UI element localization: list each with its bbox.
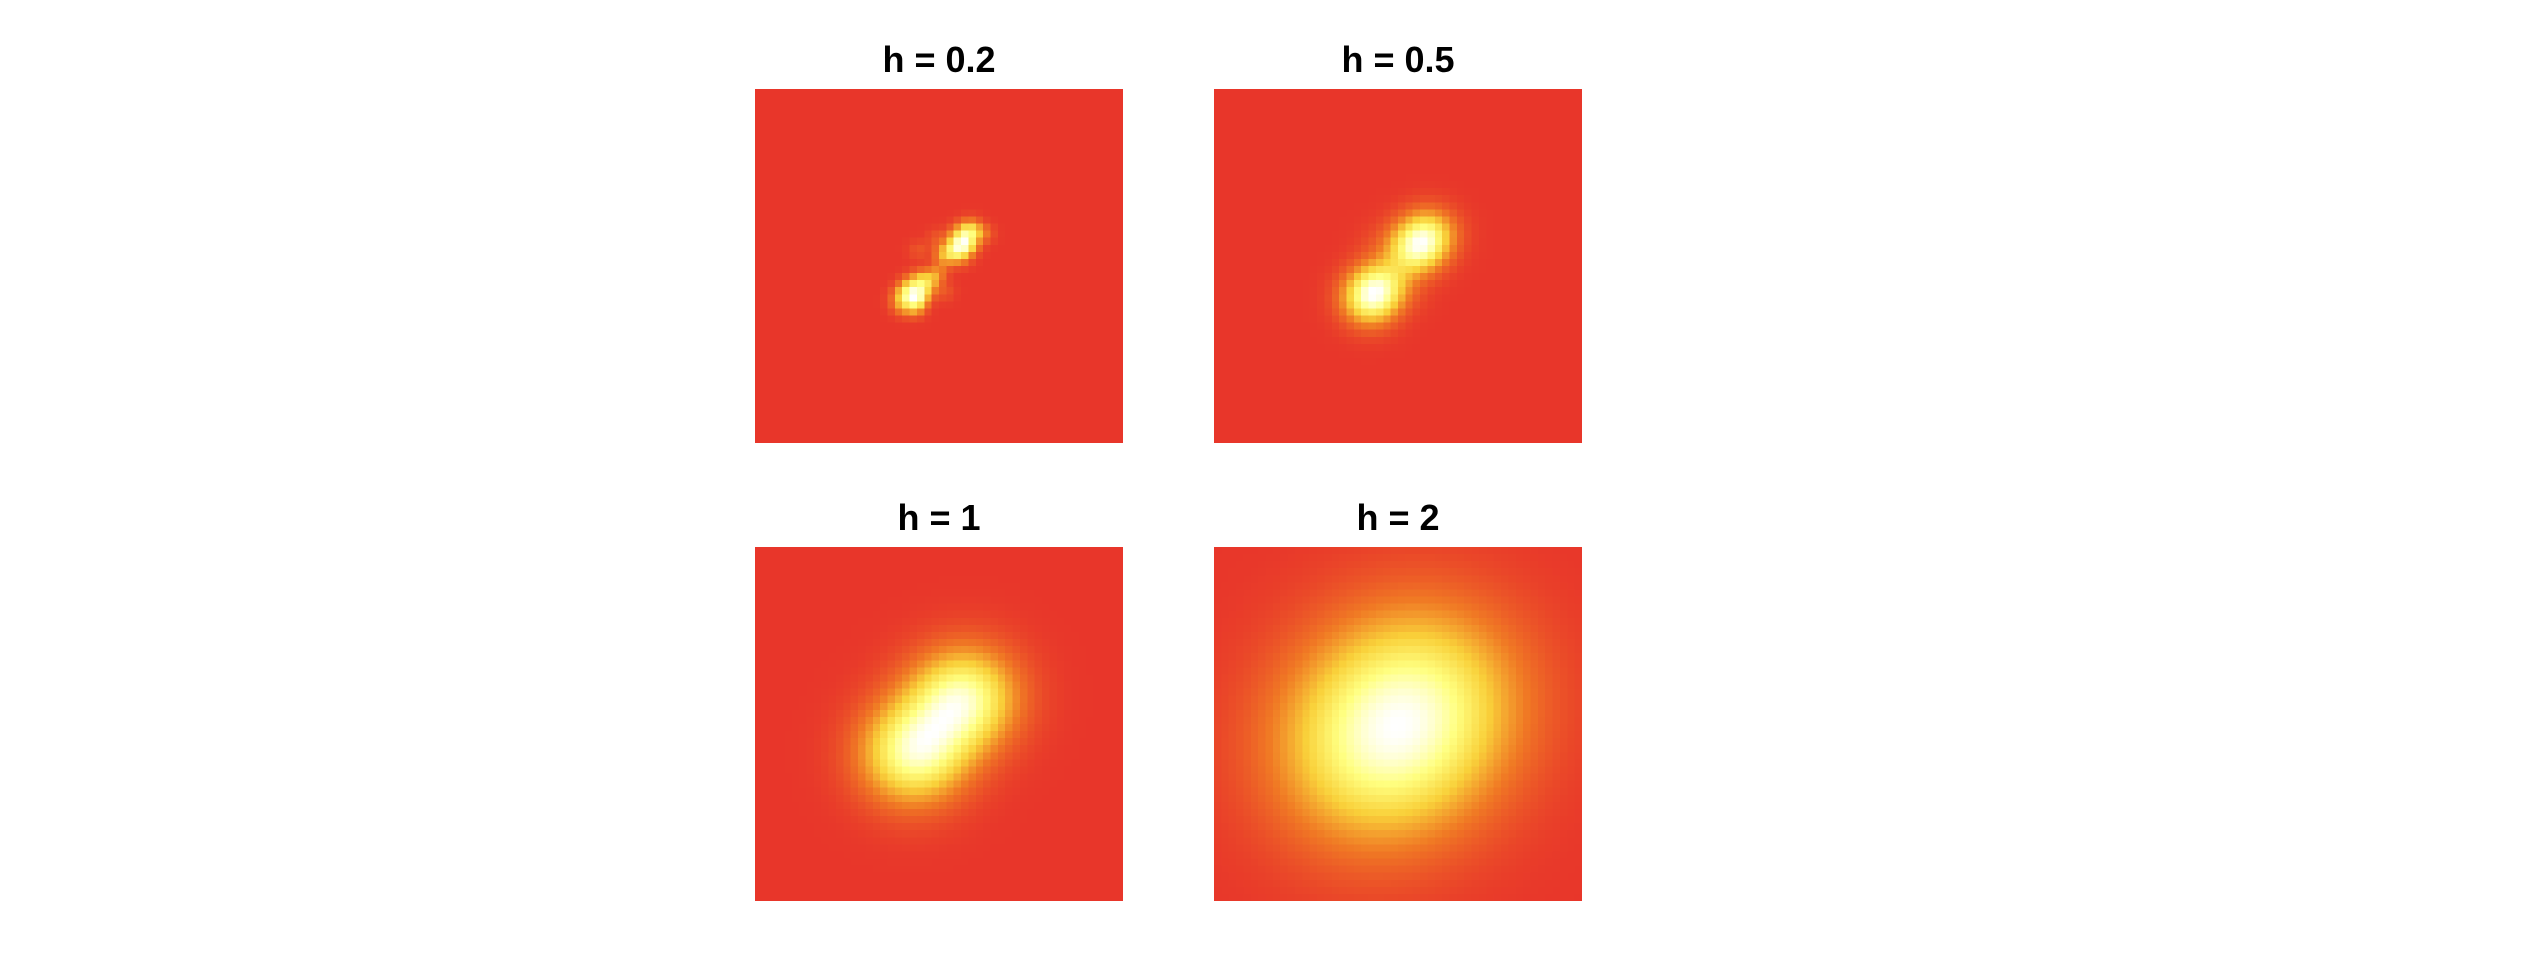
panel-title: h = 0.2 [882, 39, 996, 80]
panel-title: h = 0.5 [1341, 39, 1455, 80]
density-heatmap [755, 547, 1123, 901]
density-heatmap [755, 89, 1123, 443]
panel-title: h = 1 [897, 497, 981, 538]
density-heatmap [1214, 547, 1582, 901]
density-heatmap [1214, 89, 1582, 443]
panel-title: h = 2 [1356, 497, 1440, 538]
